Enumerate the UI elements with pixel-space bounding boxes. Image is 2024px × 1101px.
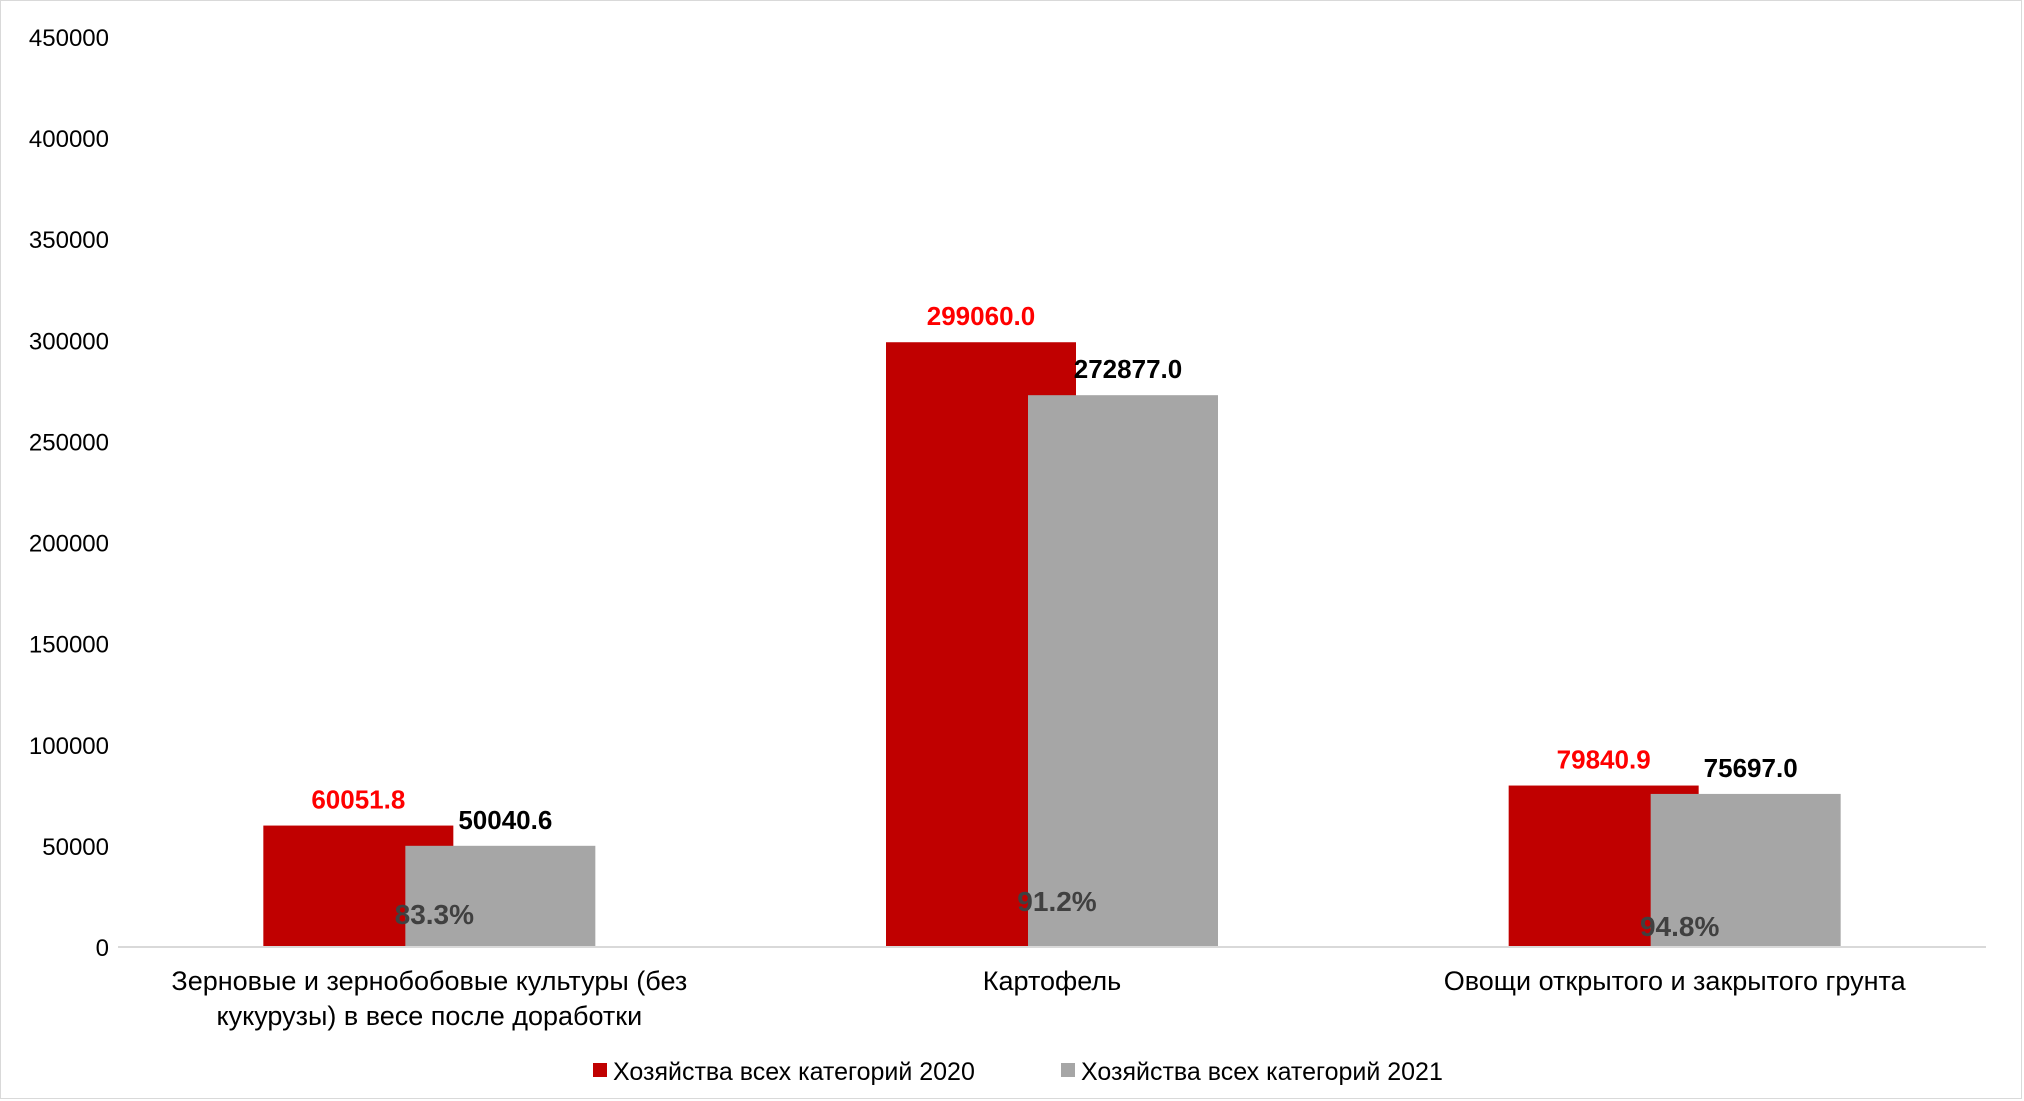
value-label-series-1: 79840.9 <box>1557 745 1651 775</box>
y-tick-label: 50000 <box>42 834 109 861</box>
y-tick-label: 150000 <box>29 632 109 659</box>
value-label-series-2: 50040.6 <box>458 805 552 835</box>
percent-label: 83.3% <box>395 899 474 930</box>
category-label: кукурузы) в весе после доработки <box>216 1001 642 1031</box>
legend: Хозяйства всех категорий 2020 Хозяйства в… <box>593 1058 1443 1086</box>
value-label-series-1: 299060.0 <box>927 301 1035 331</box>
bar-series-2 <box>405 845 596 947</box>
percent-labels: 83.3% 91.2% 94.8% <box>395 886 1720 942</box>
x-axis: Зерновые и зернобобовые культуры (без кук… <box>118 946 1986 1031</box>
legend-label: Хозяйства всех категорий 2021 <box>1081 1058 1443 1086</box>
value-label-series-2: 75697.0 <box>1704 753 1798 783</box>
value-label-series-2: 272877.0 <box>1074 354 1182 384</box>
value-labels: 60051.8 50040.6 299060.0 272877.0 79840.9 756… <box>311 301 1797 835</box>
category-label: Овощи открытого и закрытого грунта <box>1444 966 1907 996</box>
legend-swatch <box>1061 1063 1075 1077</box>
value-label-series-1: 60051.8 <box>311 785 405 815</box>
y-tick-label: 300000 <box>29 328 109 355</box>
y-tick-label: 350000 <box>29 227 109 254</box>
bar-series-2 <box>1650 793 1841 947</box>
y-tick-label: 400000 <box>29 126 109 153</box>
y-tick-label: 100000 <box>29 733 109 760</box>
y-tick-label: 450000 <box>29 25 109 52</box>
legend-swatch <box>593 1063 607 1077</box>
y-axis: 0 50000 100000 150000 200000 250000 300000 3500… <box>29 25 109 962</box>
y-tick-label: 250000 <box>29 429 109 456</box>
percent-label: 94.8% <box>1640 911 1719 942</box>
percent-label: 91.2% <box>1017 886 1096 917</box>
y-tick-label: 0 <box>96 935 109 962</box>
y-tick-label: 200000 <box>29 531 109 558</box>
category-label: Картофель <box>983 966 1121 996</box>
legend-label: Хозяйства всех категорий 2020 <box>613 1058 975 1086</box>
bar-series-2 <box>1028 395 1218 947</box>
bars <box>263 342 1841 947</box>
category-label: Зерновые и зернобобовые культуры (без <box>171 966 687 996</box>
